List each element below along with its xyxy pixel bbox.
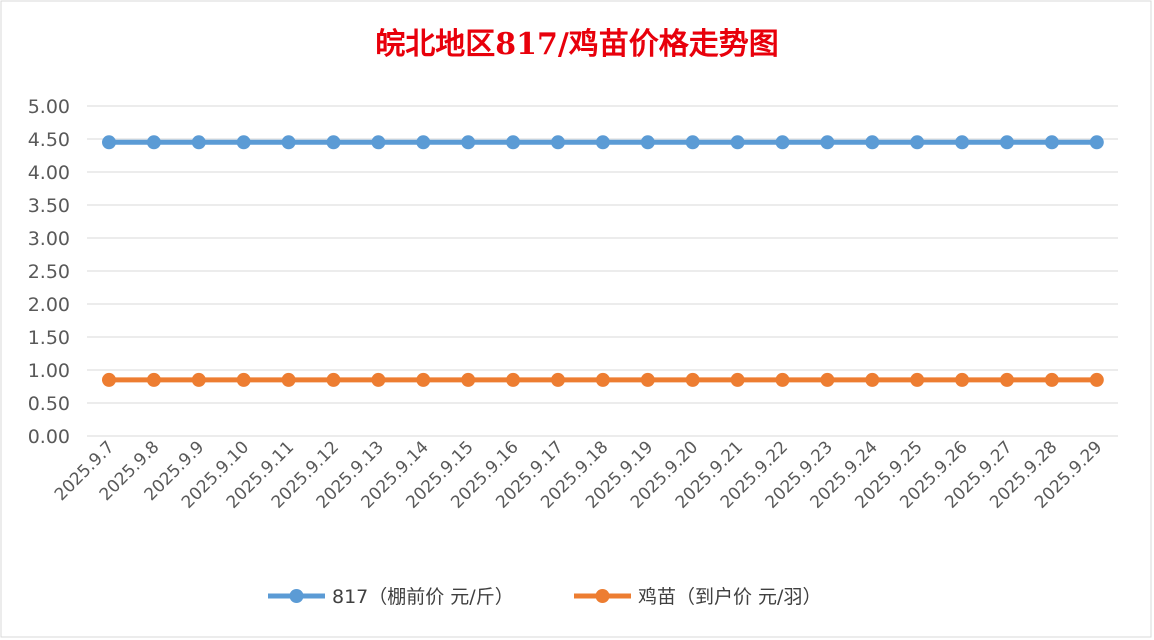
y-tick-label: 1.50 <box>28 327 70 349</box>
y-tick-label: 4.50 <box>28 129 70 151</box>
data-point <box>1089 372 1104 387</box>
y-tick-label: 1.00 <box>28 360 70 382</box>
data-point <box>730 372 745 387</box>
series-1 <box>102 135 1104 150</box>
legend-label: 817（棚前价 元/斤） <box>332 586 514 608</box>
legend-item-1: 817（棚前价 元/斤） <box>268 586 514 608</box>
data-point <box>640 135 655 150</box>
data-point <box>551 135 565 150</box>
y-tick-label: 2.00 <box>28 294 70 316</box>
y-tick-label: 2.50 <box>28 261 70 283</box>
data-point <box>326 135 341 150</box>
data-point <box>1000 372 1014 387</box>
data-point <box>326 372 341 387</box>
legend-item-2: 鸡苗（到户价 元/羽） <box>574 586 821 608</box>
data-point <box>730 135 745 150</box>
data-point <box>146 135 161 150</box>
data-point <box>191 372 206 387</box>
chart-title: 皖北地区817/鸡苗价格走势图 <box>375 27 779 62</box>
data-point <box>1044 135 1059 150</box>
data-point <box>146 372 161 387</box>
data-point <box>820 135 835 150</box>
data-point <box>371 372 386 387</box>
data-point <box>955 372 970 387</box>
data-point <box>416 135 431 150</box>
legend: 817（棚前价 元/斤） 鸡苗（到户价 元/羽） <box>268 586 821 608</box>
y-tick-label: 0.50 <box>28 393 70 415</box>
y-tick-label: 0.00 <box>28 426 70 448</box>
y-tick-label: 3.00 <box>28 228 70 250</box>
data-point <box>955 135 970 150</box>
series-2 <box>102 372 1104 387</box>
y-tick-label: 4.00 <box>28 162 70 184</box>
data-point <box>281 135 296 150</box>
legend-marker <box>289 589 304 603</box>
data-point <box>910 372 925 387</box>
legend-label: 鸡苗（到户价 元/羽） <box>638 586 821 608</box>
data-point <box>461 372 476 387</box>
data-point <box>461 135 476 150</box>
data-point <box>416 372 431 387</box>
data-point <box>865 372 880 387</box>
data-point <box>236 372 251 387</box>
legend-marker <box>595 589 610 603</box>
series-layer <box>102 135 1104 387</box>
data-point <box>551 372 565 387</box>
data-point <box>506 135 521 150</box>
data-point <box>191 135 206 150</box>
data-point <box>281 372 296 387</box>
data-point <box>775 372 790 387</box>
data-point <box>685 135 700 150</box>
data-point <box>1089 135 1104 150</box>
data-point <box>775 135 790 150</box>
data-point <box>910 135 925 150</box>
y-tick-label: 5.00 <box>28 96 70 118</box>
data-point <box>1044 372 1059 387</box>
data-point <box>685 372 700 387</box>
gridlines <box>87 105 1118 437</box>
data-point <box>102 135 116 150</box>
y-tick-label: 3.50 <box>28 195 70 217</box>
data-point <box>595 135 610 150</box>
data-point <box>236 135 251 150</box>
data-point <box>640 372 655 387</box>
data-point <box>102 372 116 387</box>
y-axis-ticks: 0.00 0.50 1.00 1.50 2.00 2.50 3.00 3.50 4.00 4.50… <box>28 96 70 448</box>
data-point <box>506 372 521 387</box>
data-point <box>865 135 880 150</box>
data-point <box>820 372 835 387</box>
data-point <box>371 135 386 150</box>
data-point <box>595 372 610 387</box>
data-point <box>1000 135 1014 150</box>
